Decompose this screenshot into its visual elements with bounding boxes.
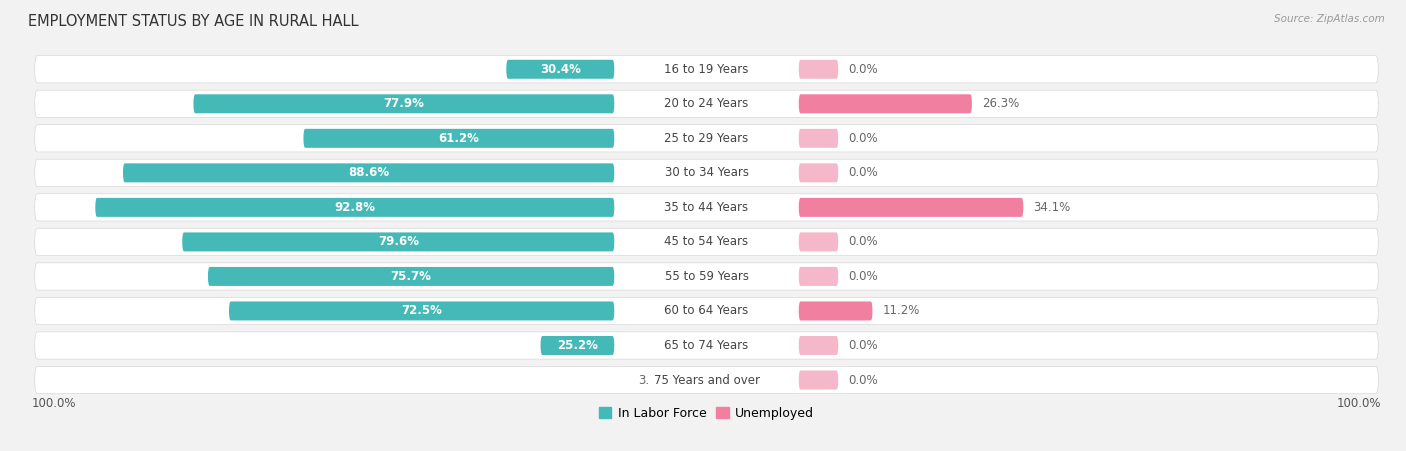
FancyBboxPatch shape [35,90,1378,117]
FancyBboxPatch shape [799,163,838,182]
Text: 75 Years and over: 75 Years and over [654,373,759,387]
FancyBboxPatch shape [122,163,614,182]
FancyBboxPatch shape [35,297,1378,325]
Text: 0.0%: 0.0% [848,339,877,352]
FancyBboxPatch shape [35,55,1378,83]
FancyBboxPatch shape [35,228,1378,256]
Text: 25.2%: 25.2% [557,339,598,352]
FancyBboxPatch shape [194,94,614,113]
Text: 65 to 74 Years: 65 to 74 Years [665,339,748,352]
Text: 0.0%: 0.0% [848,270,877,283]
FancyBboxPatch shape [35,332,1378,359]
Text: 88.6%: 88.6% [349,166,389,179]
Text: 20 to 24 Years: 20 to 24 Years [665,97,748,110]
Text: 92.8%: 92.8% [335,201,375,214]
FancyBboxPatch shape [799,198,1024,217]
FancyBboxPatch shape [35,159,1378,186]
FancyBboxPatch shape [681,371,707,390]
FancyBboxPatch shape [799,94,972,113]
Text: 30.4%: 30.4% [540,63,581,76]
FancyBboxPatch shape [35,366,1378,394]
Text: 0.0%: 0.0% [848,166,877,179]
FancyBboxPatch shape [799,336,838,355]
Text: 0.0%: 0.0% [848,373,877,387]
Text: 100.0%: 100.0% [31,397,76,410]
Text: 34.1%: 34.1% [1033,201,1070,214]
Text: 0.0%: 0.0% [848,63,877,76]
FancyBboxPatch shape [540,336,614,355]
Text: 60 to 64 Years: 60 to 64 Years [665,304,748,318]
Text: 11.2%: 11.2% [883,304,920,318]
Legend: In Labor Force, Unemployed: In Labor Force, Unemployed [593,402,820,425]
FancyBboxPatch shape [799,371,838,390]
Text: 75.7%: 75.7% [391,270,432,283]
Text: 26.3%: 26.3% [981,97,1019,110]
Text: 79.6%: 79.6% [378,235,419,249]
Text: 16 to 19 Years: 16 to 19 Years [664,63,749,76]
Text: 72.5%: 72.5% [401,304,441,318]
Text: 0.0%: 0.0% [848,235,877,249]
FancyBboxPatch shape [35,263,1378,290]
Text: 100.0%: 100.0% [1337,397,1382,410]
FancyBboxPatch shape [96,198,614,217]
FancyBboxPatch shape [506,60,614,79]
Text: 77.9%: 77.9% [384,97,425,110]
Text: 30 to 34 Years: 30 to 34 Years [665,166,748,179]
Text: 55 to 59 Years: 55 to 59 Years [665,270,748,283]
Text: 45 to 54 Years: 45 to 54 Years [665,235,748,249]
FancyBboxPatch shape [799,60,838,79]
Text: 61.2%: 61.2% [439,132,479,145]
Text: EMPLOYMENT STATUS BY AGE IN RURAL HALL: EMPLOYMENT STATUS BY AGE IN RURAL HALL [28,14,359,28]
FancyBboxPatch shape [799,129,838,148]
Text: 25 to 29 Years: 25 to 29 Years [665,132,748,145]
FancyBboxPatch shape [304,129,614,148]
FancyBboxPatch shape [35,124,1378,152]
FancyBboxPatch shape [229,301,614,321]
Text: 35 to 44 Years: 35 to 44 Years [665,201,748,214]
FancyBboxPatch shape [799,267,838,286]
Text: 0.0%: 0.0% [848,132,877,145]
FancyBboxPatch shape [208,267,614,286]
Text: 3.9%: 3.9% [638,373,668,387]
FancyBboxPatch shape [35,194,1378,221]
Text: Source: ZipAtlas.com: Source: ZipAtlas.com [1274,14,1385,23]
FancyBboxPatch shape [799,301,873,321]
FancyBboxPatch shape [799,232,838,251]
FancyBboxPatch shape [183,232,614,251]
